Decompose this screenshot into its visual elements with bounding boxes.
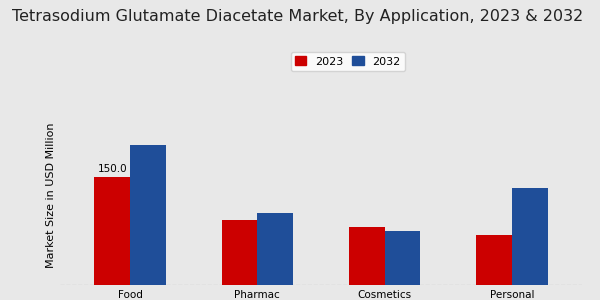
Bar (512, 188, 548, 285)
Text: Tetrasodium Glutamate Diacetate Market, By Application, 2023 & 2032: Tetrasodium Glutamate Diacetate Market, … (12, 9, 583, 24)
Bar (94, 177, 130, 285)
Bar (130, 145, 166, 285)
Y-axis label: Market Size in USD Million: Market Size in USD Million (46, 122, 56, 268)
Bar (385, 231, 421, 285)
Bar (349, 227, 385, 285)
Legend: 2023, 2032: 2023, 2032 (291, 52, 405, 71)
Text: 150.0: 150.0 (97, 164, 127, 174)
Bar (476, 235, 512, 285)
Bar (221, 220, 257, 285)
Bar (257, 213, 293, 285)
